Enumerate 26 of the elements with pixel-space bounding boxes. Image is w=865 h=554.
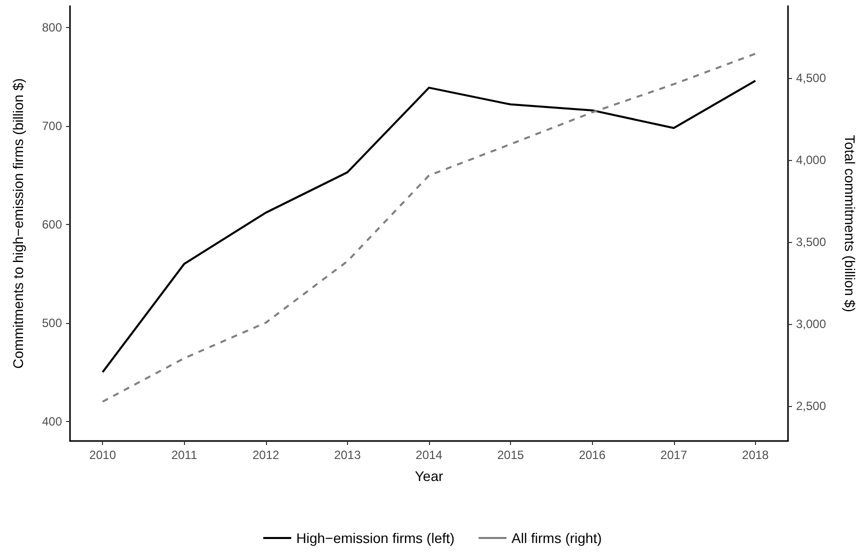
- x-tick-label: 2015: [497, 448, 524, 462]
- line-series: [102, 80, 756, 374]
- x-axis-title: Year: [414, 468, 444, 484]
- x-tick-label: 2011: [171, 448, 198, 462]
- y-axis-title: Commitments to high−emission firms (billion $): [10, 78, 26, 369]
- y-tick-label: 800: [42, 20, 62, 35]
- y2-tick-label: 2,500: [796, 398, 826, 413]
- x-tick-label: 2013: [334, 448, 362, 462]
- y-tick-label: 600: [42, 217, 62, 232]
- y2-axis-title: Total commitments (billion $): [842, 134, 858, 312]
- y2-tick-label: 4,500: [796, 71, 826, 86]
- x-tick-label: 2010: [89, 448, 116, 462]
- x-tick-label: 2017: [660, 448, 688, 462]
- legend-label: All firms (right): [512, 530, 602, 546]
- y-tick-label: 400: [42, 414, 62, 428]
- legend-label: High−emission firms (left): [296, 530, 455, 546]
- line-series: [102, 52, 756, 403]
- y2-tick-label: 3,500: [796, 235, 826, 250]
- x-tick-label: 2014: [416, 448, 443, 462]
- x-tick-label: 2018: [742, 448, 770, 462]
- y-tick-label: 700: [42, 119, 62, 134]
- y-tick-label: 500: [42, 316, 62, 330]
- y2-tick-label: 3,000: [796, 316, 826, 331]
- x-tick-label: 2012: [252, 448, 280, 462]
- y2-tick-label: 4,000: [796, 153, 826, 168]
- x-tick-label: 2016: [578, 448, 606, 462]
